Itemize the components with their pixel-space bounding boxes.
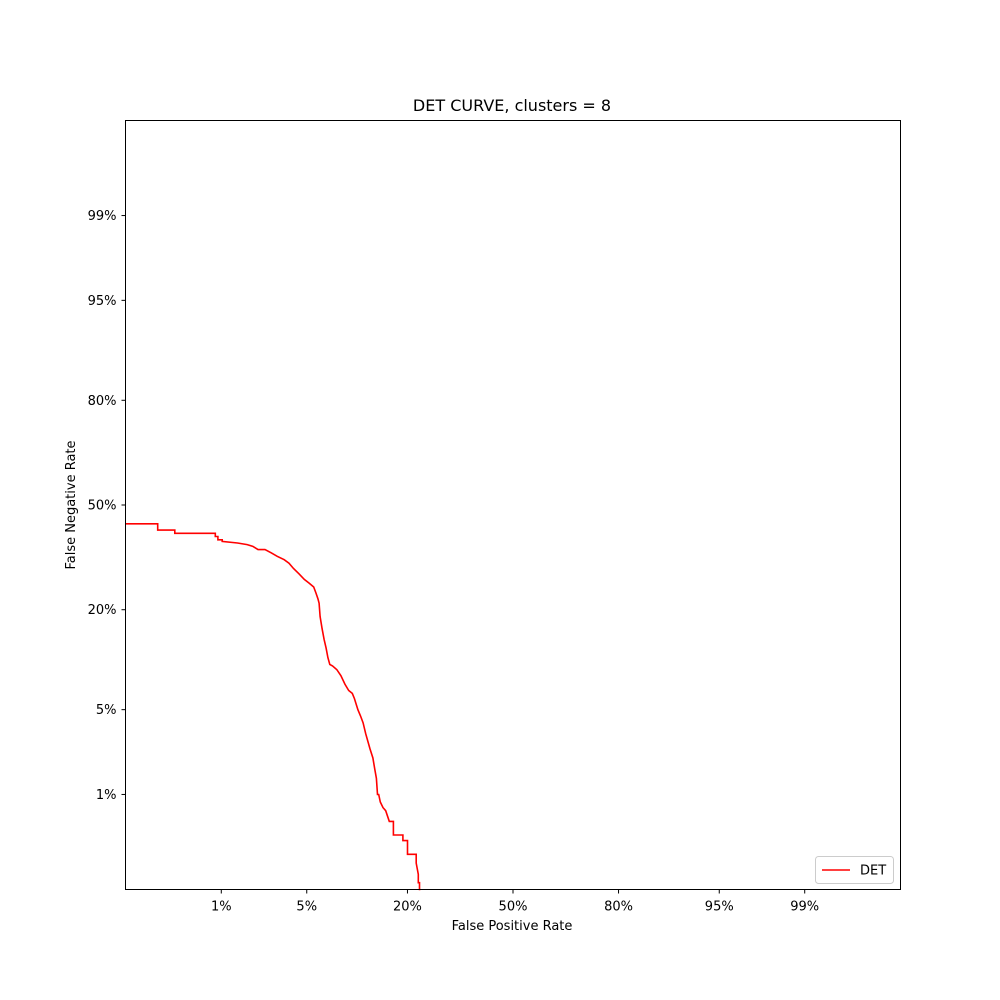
x-tick-label: 50% [499,900,528,915]
det-series-line [125,523,421,891]
y-tick-label: 1% [96,788,117,803]
legend: DET [815,856,894,884]
x-tick-label: 1% [211,900,232,915]
x-tick-label: 80% [604,900,633,915]
y-axis-ticks: 1% 5% 20% 50% 80% 95% 99% [88,209,126,803]
x-axis-ticks: 1% 5% 20% 50% 80% 95% 99% [211,889,819,915]
x-tick-label: 5% [296,900,317,915]
legend-box [815,856,894,884]
plot-area [125,120,901,890]
y-axis-label: False Negative Rate [64,440,79,569]
y-tick-label: 99% [88,209,117,224]
y-tick-label: 20% [88,603,117,618]
y-tick-label: 95% [88,294,117,309]
y-tick-label: 5% [96,703,117,718]
x-axis-label: False Positive Rate [452,919,573,934]
plot-frame [125,120,901,890]
chart-title: DET CURVE, clusters = 8 [413,96,611,115]
x-tick-label: 20% [393,900,422,915]
y-tick-label: 80% [88,394,117,409]
legend-label-det: DET [860,864,886,879]
y-tick-label: 50% [88,499,117,514]
x-tick-label: 99% [790,900,819,915]
x-tick-label: 95% [705,900,734,915]
